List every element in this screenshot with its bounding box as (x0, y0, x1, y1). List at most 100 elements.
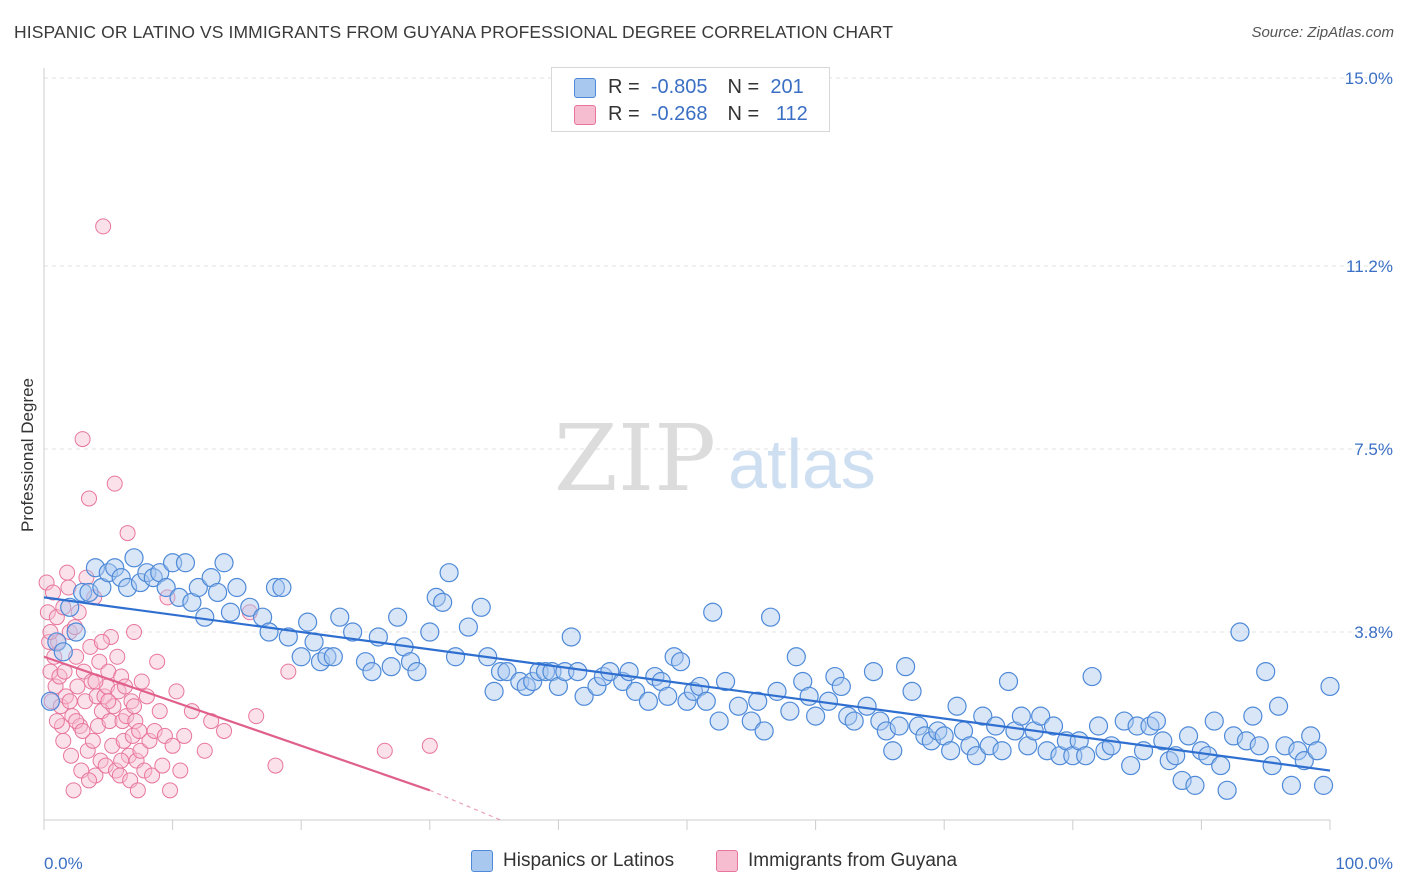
data-point-guyana (42, 663, 59, 680)
correlation-legend: R = -0.805 N = 201 R = -0.268 N = 112 (551, 67, 830, 132)
data-point-guyana (84, 732, 101, 749)
tick-labels: 3.8% 7.5% 11.2% 15.0% 0.0% 100.0% (44, 69, 1393, 873)
data-point-hispanic (670, 652, 691, 672)
data-point-hispanic (1153, 731, 1173, 751)
data-point-hispanic (876, 721, 896, 741)
series-hispanic-points (40, 548, 1340, 800)
data-point-hispanic (1037, 741, 1057, 761)
data-point-hispanic (1217, 780, 1237, 800)
data-point-hispanic (400, 652, 421, 672)
data-point-hispanic (362, 661, 382, 682)
data-point-hispanic (208, 582, 228, 603)
data-point-guyana (38, 574, 55, 591)
legend-row-guyana: R = -0.268 N = 112 (574, 103, 808, 126)
data-point-hispanic (1256, 661, 1276, 682)
data-point-hispanic (516, 676, 536, 697)
data-point-guyana (176, 727, 193, 744)
data-point-hispanic (831, 676, 851, 697)
data-point-hispanic (1076, 746, 1096, 766)
data-point-hispanic (728, 696, 749, 716)
data-point-guyana (144, 767, 161, 784)
data-point-hispanic (278, 627, 298, 647)
data-point-hispanic (79, 582, 99, 603)
data-point-hispanic (658, 686, 678, 706)
data-point-hispanic (998, 671, 1019, 692)
data-point-guyana (168, 683, 185, 700)
legend-n-value: 201 (770, 76, 804, 98)
data-point-guyana (68, 713, 85, 730)
data-point-hispanic (561, 627, 581, 647)
data-point-hispanic (1243, 706, 1263, 726)
data-point-hispanic (240, 597, 260, 617)
data-point-hispanic (1140, 716, 1160, 736)
data-point-hispanic (638, 691, 659, 711)
data-point-hispanic (310, 652, 331, 672)
data-point-hispanic (117, 577, 138, 598)
trend-line-guyana-extension (429, 789, 501, 821)
data-point-hispanic (143, 568, 163, 588)
data-point-hispanic (445, 647, 466, 667)
data-point-hispanic (85, 558, 106, 578)
data-point-hispanic (1281, 775, 1302, 795)
data-point-hispanic (973, 706, 993, 726)
data-point-hispanic (1159, 751, 1179, 771)
legend-r-value: -0.268 (650, 103, 708, 125)
data-point-hispanic (388, 607, 408, 627)
data-point-hispanic (60, 597, 80, 617)
data-point-hispanic (709, 711, 729, 731)
data-point-guyana (93, 633, 110, 650)
data-point-hispanic (1185, 775, 1205, 795)
data-point-hispanic (1262, 755, 1282, 776)
source-credit: Source: ZipAtlas.com (1251, 24, 1394, 41)
data-point-hispanic (1095, 741, 1115, 761)
data-point-hispanic (156, 577, 176, 598)
data-point-hispanic (40, 691, 61, 711)
data-point-guyana (79, 742, 96, 759)
data-point-hispanic (741, 711, 761, 731)
data-point-hispanic (896, 657, 916, 677)
legend-n-value: 112 (775, 103, 808, 125)
legend-label-hispanic: Hispanics or Latinos (503, 850, 675, 871)
data-point-hispanic (1313, 775, 1334, 795)
data-point-hispanic (1043, 716, 1064, 736)
data-point-hispanic (568, 661, 588, 682)
data-point-hispanic (1294, 751, 1314, 771)
legend-swatch-pink (716, 850, 738, 872)
data-point-guyana (52, 698, 69, 715)
data-point-hispanic (703, 602, 723, 622)
data-point-hispanic (497, 661, 517, 682)
data-point-hispanic (420, 622, 440, 642)
data-point-guyana (126, 624, 143, 641)
data-point-guyana (48, 713, 65, 730)
data-point-guyana (87, 767, 104, 784)
data-point-guyana (74, 722, 91, 739)
grid-lines (44, 77, 1392, 633)
data-point-hispanic (1236, 731, 1257, 751)
data-point-hispanic (1249, 736, 1269, 756)
data-point-hispanic (535, 661, 556, 682)
data-point-hispanic (715, 671, 736, 692)
data-point-guyana (60, 579, 77, 596)
data-point-guyana (45, 584, 62, 601)
data-point-hispanic (799, 686, 819, 706)
data-point-hispanic (883, 741, 903, 761)
watermark: ZIP atlas (554, 405, 876, 512)
data-point-hispanic (1223, 726, 1244, 746)
series-legend: Hispanics or Latinos Immigrants from Guy… (0, 850, 1406, 880)
data-point-hispanic (915, 726, 935, 746)
watermark-zip: ZIP (554, 405, 716, 512)
data-point-guyana (267, 757, 284, 774)
data-point-guyana (65, 782, 82, 799)
data-point-guyana (101, 713, 118, 730)
data-point-hispanic (259, 622, 279, 642)
data-point-guyana (136, 762, 153, 779)
data-point-guyana (63, 747, 80, 764)
data-point-hispanic (960, 736, 980, 756)
data-point-hispanic (1275, 736, 1295, 756)
data-point-hispanic (175, 553, 196, 573)
data-point-hispanic (1088, 716, 1109, 736)
data-point-hispanic (844, 711, 864, 731)
data-point-hispanic (130, 572, 151, 593)
legend-swatch-pink (574, 104, 596, 125)
legend-r-value: -0.805 (650, 76, 708, 98)
